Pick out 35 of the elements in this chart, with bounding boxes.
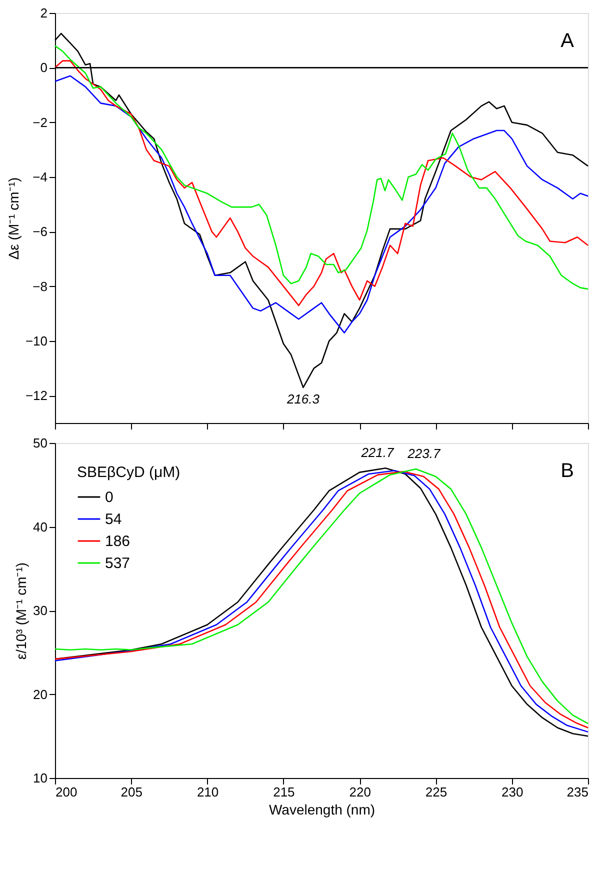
legend-label: 537: [105, 555, 130, 572]
y-tick-label: 40: [33, 519, 48, 534]
y-axis-title: ε/10³ (M⁻¹ cm⁻¹): [13, 562, 30, 660]
y-tick-label: 20: [33, 686, 48, 702]
y-tick-label: 10: [33, 770, 48, 786]
legend-label: 0: [105, 489, 114, 506]
x-tick-label: 220: [349, 784, 371, 800]
annotation: 216.3: [286, 391, 320, 406]
x-tick-label: 225: [425, 784, 448, 800]
legend-title: SBEβCyD (μM): [77, 464, 180, 481]
y-tick-label: −10: [25, 334, 48, 348]
annotation: B: [560, 460, 574, 482]
x-tick-label: 235: [566, 784, 588, 800]
x-tick-label: 210: [196, 784, 219, 800]
y-axis-title: Δε (M⁻¹ cm⁻¹): [5, 177, 22, 260]
y-tick-label: 2: [40, 6, 48, 20]
x-tick-label: 230: [502, 784, 524, 800]
legend-label: 54: [105, 511, 122, 528]
y-tick-label: −12: [25, 388, 48, 404]
legend-label: 186: [105, 533, 130, 550]
x-tick-label: 205: [120, 784, 142, 800]
y-tick-label: −8: [32, 278, 48, 294]
x-tick-label: 215: [273, 784, 295, 800]
y-tick-label: 0: [40, 60, 48, 76]
y-tick-label: −4: [32, 170, 48, 184]
annotation: A: [560, 30, 575, 52]
x-tick-label: 200: [56, 784, 78, 800]
y-tick-label: 50: [33, 436, 48, 450]
y-tick-label: 30: [33, 603, 48, 618]
annotation: 221.7: [360, 445, 394, 460]
annotation: 223.7: [406, 446, 441, 461]
x-axis-title: Wavelength (nm): [268, 802, 376, 818]
y-tick-label: −6: [32, 224, 48, 240]
line-series: [54, 75, 589, 334]
y-tick-label: −2: [32, 114, 48, 130]
